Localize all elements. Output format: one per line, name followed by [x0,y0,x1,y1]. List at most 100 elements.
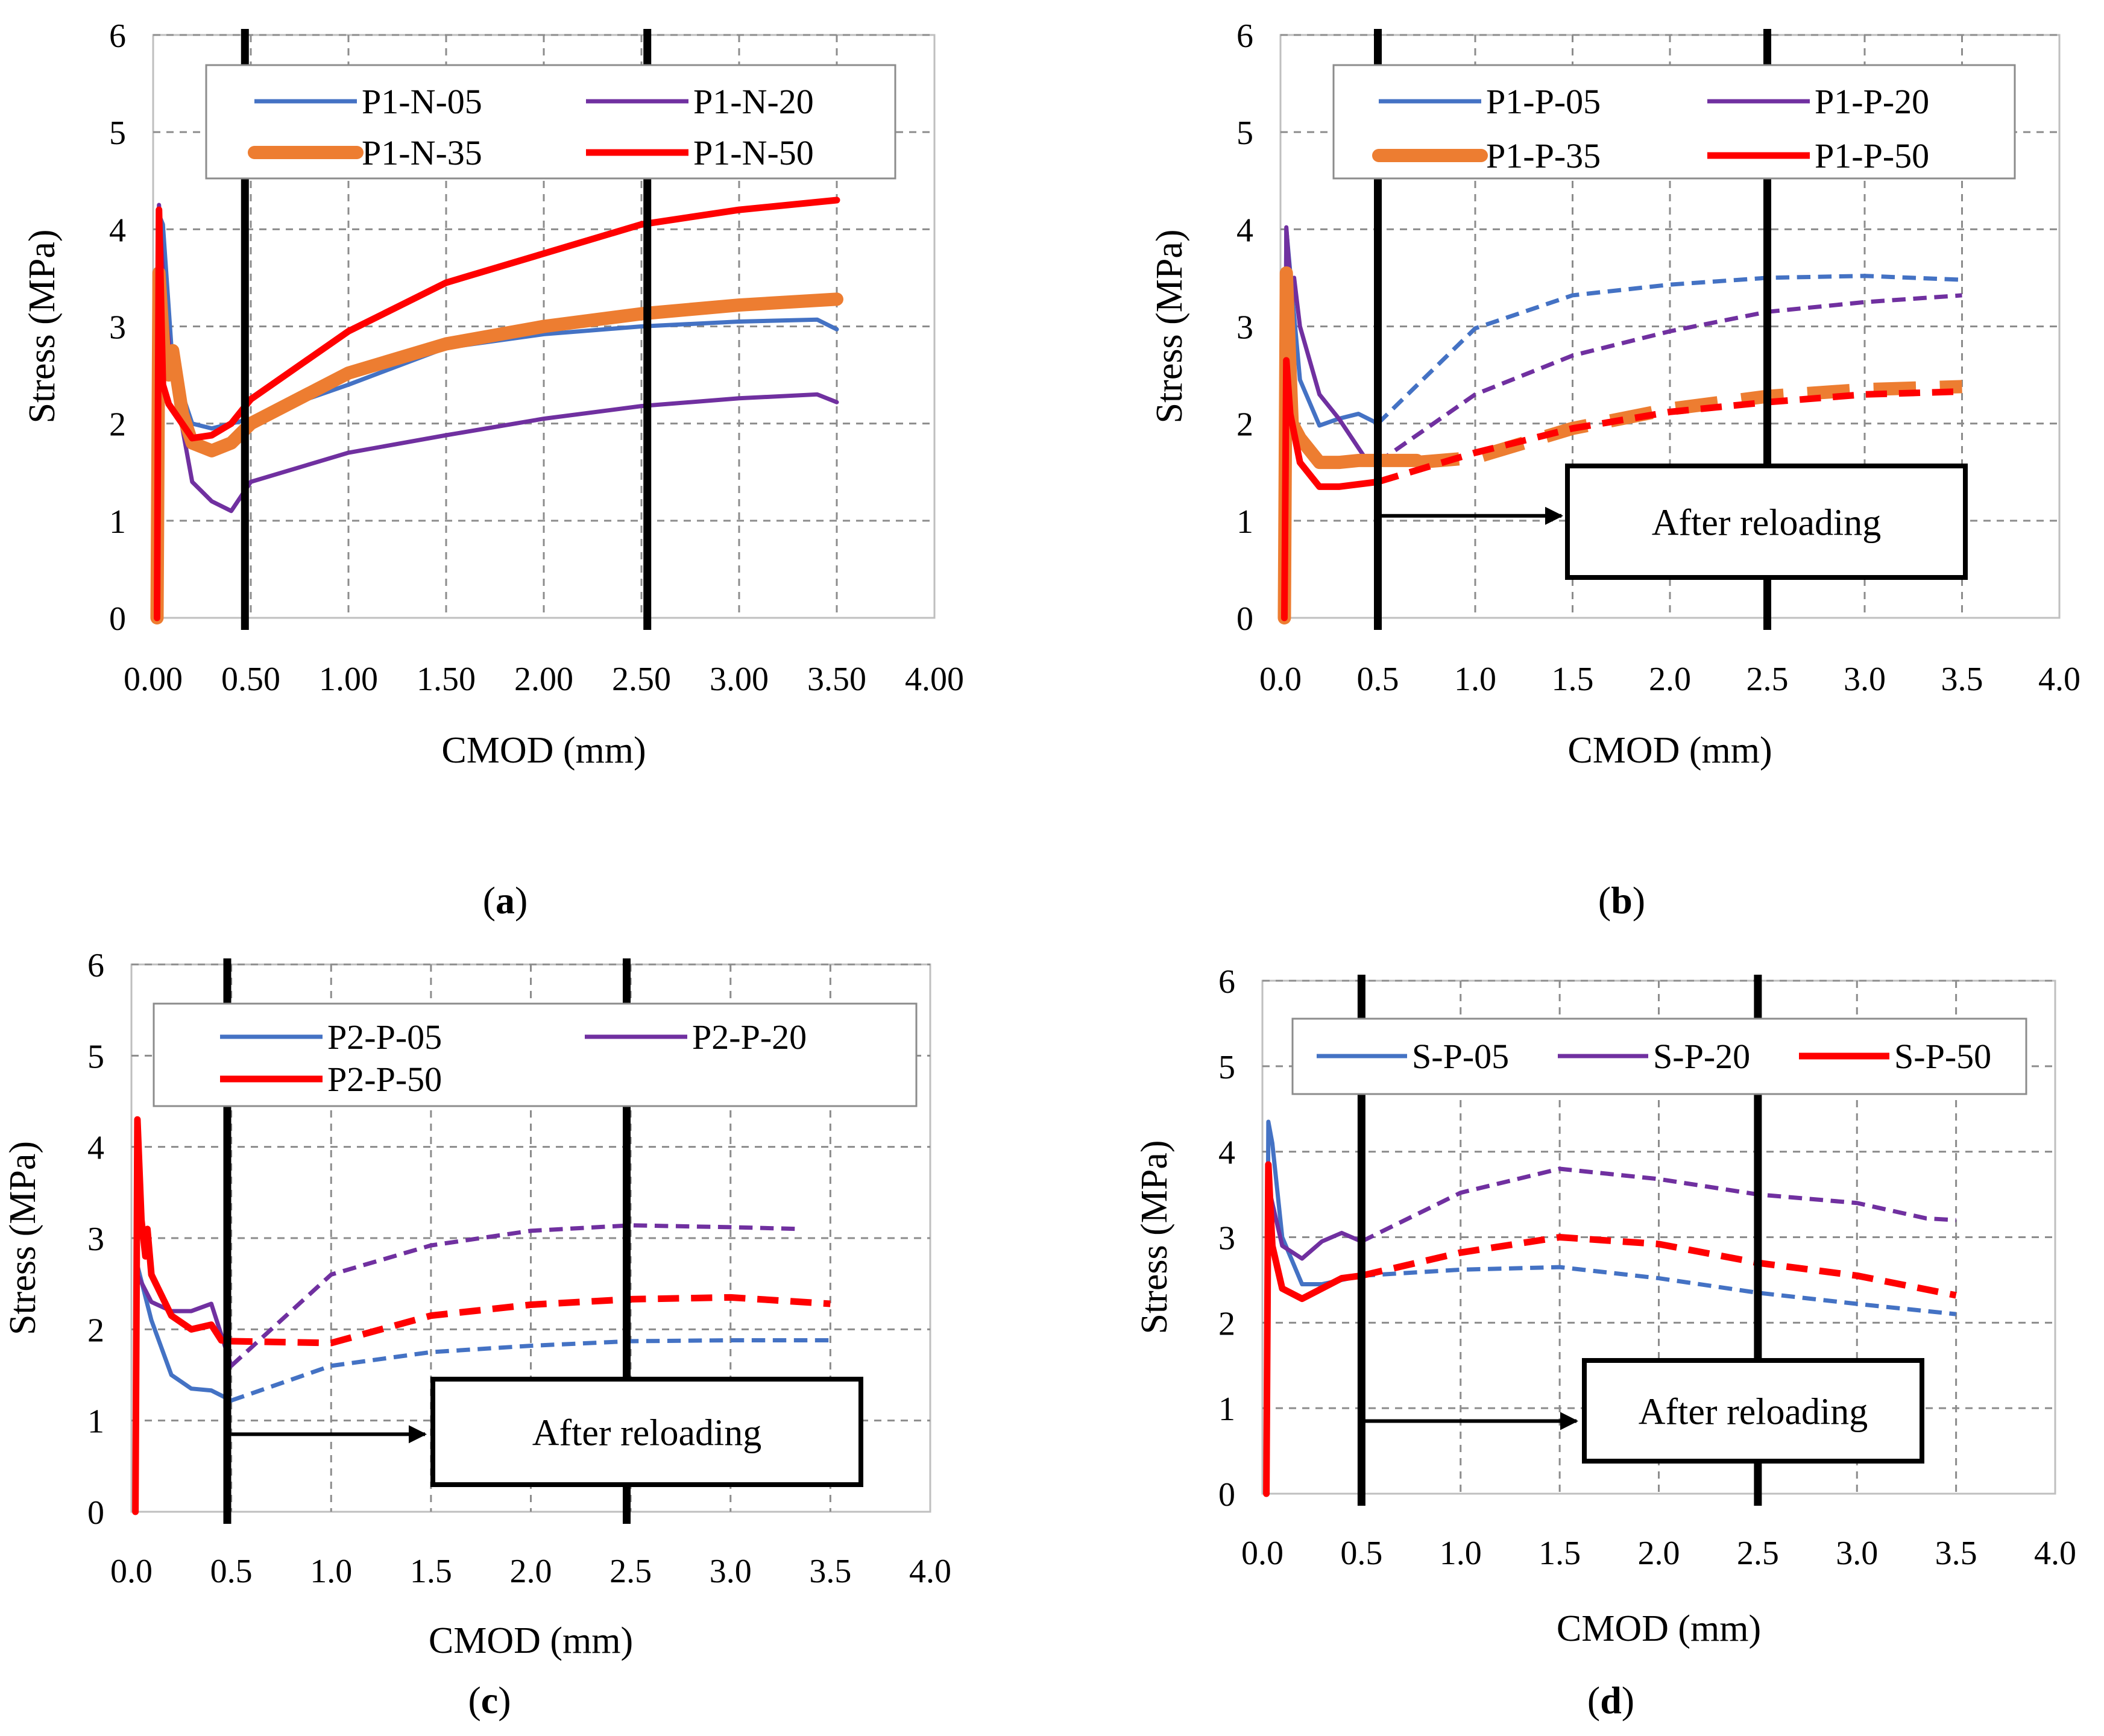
y-tick-label: 6 [109,17,126,55]
x-tick-label: 4.00 [905,661,964,698]
x-tick-label: 2.0 [1638,1535,1680,1572]
x-tick-label: 0.50 [221,661,280,698]
reload-annotation-label: After reloading [532,1413,761,1454]
y-tick-label: 5 [1236,115,1253,152]
series-P1-N-50 [153,197,840,621]
series-P1-P-35 [1277,266,1962,624]
x-axis-title: CMOD (mm) [429,1620,633,1661]
series-line [1282,225,1370,620]
series-line [1264,1183,1364,1496]
y-tick-label: 6 [1236,17,1253,55]
legend-label: P1-P-50 [1815,136,1929,175]
y-tick-label: 6 [87,947,104,984]
legend-label: P1-N-50 [693,133,814,172]
reload-annotation-box [1565,464,1968,580]
x-tick-label: 0.5 [1357,661,1399,698]
series-P1-P-50 [1280,357,1962,621]
chart-panel-b: 0.0 0.5 1.0 1.5 2.0 2.5 3.0 3.5 4.0 0 1 2 3 4 5 6 CMOD (… [1149,17,2080,922]
legend-box [153,1002,918,1107]
legend-label: P1-N-05 [362,82,482,121]
series-P1-P-20 [1282,225,1962,620]
x-tick-label: 2.0 [1649,661,1691,698]
x-tick-label: 3.0 [710,1553,752,1590]
legend-label: S-P-20 [1653,1037,1750,1076]
y-tick-label: 5 [87,1038,104,1075]
y-tick-label: 3 [1236,309,1253,347]
x-tick-label: 1.5 [1539,1535,1581,1572]
y-tick-label: 1 [1236,503,1253,541]
series-line [1264,1119,1364,1496]
y-tick-label: 4 [87,1130,104,1167]
x-tick-label: 3.00 [710,661,769,698]
series-line [153,197,840,621]
y-tick-label: 1 [109,503,126,541]
y-tick-label: 0 [87,1494,104,1532]
x-tick-label: 3.5 [1941,661,1983,698]
series-line [1277,266,1424,624]
x-tick-label: 1.00 [319,661,378,698]
series-reload-line [230,1223,801,1368]
chart-panel-c: 0.0 0.5 1.0 1.5 2.0 2.5 3.0 3.5 4.0 0 1 2 3 4 5 6 CMOD (… [2,947,951,1722]
y-tick-label: 5 [1218,1049,1235,1086]
x-tick-label: 1.5 [1552,661,1594,698]
y-tick-label: 4 [1236,212,1253,249]
x-tick-label: 2.5 [1737,1535,1779,1572]
x-tick-label: 3.5 [809,1553,851,1590]
y-axis-title: Stress (MPa) [1134,1140,1175,1334]
panel-label: (b) [1598,879,1645,922]
x-tick-label: 4.0 [909,1553,951,1590]
series-P2-P-50 [132,1116,831,1515]
chart-panel-a: 0.00 0.50 1.00 1.50 2.00 2.50 3.00 3.50 4.00 0 1 2 3… [22,17,964,922]
y-tick-label: 4 [109,212,126,249]
x-tick-label: 1.5 [410,1553,452,1590]
x-tick-label: 0.5 [1340,1535,1382,1572]
x-tick-label: 2.5 [609,1553,652,1590]
legend-box [1291,1017,2027,1095]
x-axis-title: CMOD (mm) [441,730,646,771]
x-tick-label: 1.0 [1454,661,1496,698]
y-tick-label: 3 [109,309,126,347]
x-tick-label: 3.50 [807,661,866,698]
series-P1-N-35 [150,266,843,624]
y-tick-label: 2 [109,406,126,444]
reload-annotation-label: After reloading [1639,1392,1868,1433]
x-tick-label: 1.0 [310,1553,352,1590]
y-tick-label: 1 [87,1403,104,1441]
x-tick-label: 2.0 [510,1553,552,1590]
y-tick-label: 0 [109,600,126,638]
reload-annotation-box [1582,1358,1924,1464]
reload-annotation-box [430,1377,863,1487]
chart-panel-d: 0.0 0.5 1.0 1.5 2.0 2.5 3.0 3.5 4.0 0 1 2 3 4 5 6 CMOD (… [1134,963,2076,1722]
x-axis-title: CMOD (mm) [1557,1608,1761,1649]
y-tick-label: 2 [87,1312,104,1349]
x-tick-label: 0.5 [210,1553,253,1590]
y-tick-label: 6 [1218,963,1235,1001]
series-reload-line [1376,293,1962,465]
legend-box [205,64,896,180]
y-tick-label: 5 [109,115,126,152]
x-tick-label: 3.5 [1935,1535,1977,1572]
legend-label: P1-N-35 [362,133,482,172]
panel-label: (a) [483,879,528,922]
x-tick-label: 4.0 [2034,1535,2076,1572]
legend-label: P1-N-20 [693,82,814,121]
series-S-P-50 [1263,1161,1957,1497]
x-tick-label: 2.00 [514,661,573,698]
series-reload-line [1360,1166,1956,1244]
x-tick-label: 2.50 [612,661,671,698]
legend-label: P1-P-05 [1486,82,1601,121]
x-tick-label: 2.5 [1747,661,1789,698]
y-tick-label: 0 [1236,600,1253,638]
x-tick-label: 3.0 [1844,661,1886,698]
series-reload-line [1361,1234,1957,1299]
x-tick-label: 1.0 [1440,1535,1482,1572]
legend-label: S-P-05 [1412,1037,1509,1076]
y-tick-label: 2 [1236,406,1253,444]
x-tick-label: 0.0 [1241,1535,1284,1572]
x-tick-label: 0.00 [124,661,183,698]
series-reload-line [1416,380,1962,470]
legend-label: S-P-50 [1894,1037,1991,1076]
y-tick-label: 1 [1218,1391,1235,1428]
series-reload-line [231,1294,831,1347]
x-tick-label: 0.0 [1259,661,1302,698]
